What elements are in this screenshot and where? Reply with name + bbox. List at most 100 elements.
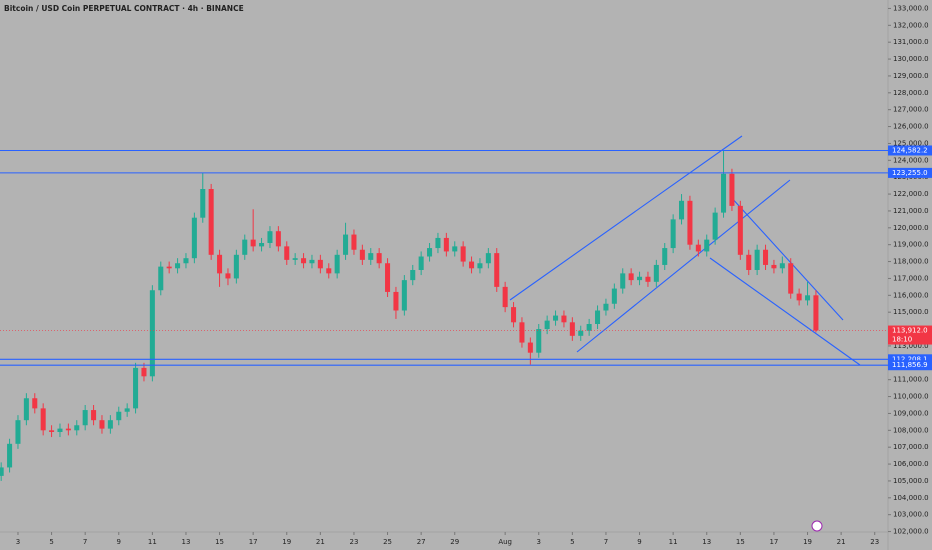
candle-body [628,273,634,281]
candle-body [721,173,727,213]
candle-body [662,248,668,265]
candle-body [611,288,617,304]
y-tick-label: 127,000.0 [893,106,929,114]
x-tick-label: 11 [148,538,157,546]
candle-body [242,239,248,255]
candle-body [754,249,760,270]
y-tick-label: 115,000.0 [893,308,929,316]
candle-body [15,420,21,444]
candle-body [133,367,139,409]
candle-body [359,249,365,260]
candle-body [124,408,130,412]
candle-body [553,315,559,321]
y-tick-label: 109,000.0 [893,409,929,417]
candle-body [334,254,340,274]
x-tick-label: 29 [450,538,459,546]
y-tick-label: 108,000.0 [893,426,929,434]
candle-body [175,263,181,269]
candle-body [40,408,46,431]
candle-body [746,254,752,270]
y-tick-label: 113,000.0 [893,342,929,350]
candle-body [443,237,449,252]
x-tick-label: 15 [215,538,224,546]
x-tick-label: 7 [83,538,87,546]
x-tick-label: 21 [837,538,846,546]
candle-body [578,330,584,336]
candle-body [250,239,256,247]
candle-body [343,234,349,255]
x-tick-label: 9 [637,538,641,546]
candle-body [737,205,743,255]
x-tick-label: 19 [282,538,291,546]
candle-body [65,428,71,431]
last-price-badge [888,325,932,345]
candle-body [57,428,63,432]
x-tick-label: 17 [769,538,778,546]
candle-body [805,295,811,301]
candle-body [410,270,416,281]
x-tick-label: 21 [316,538,325,546]
candle-body [376,253,382,264]
candle-body [259,243,265,247]
level-badge [888,354,932,365]
candle-body [292,258,298,260]
candle-body [788,263,794,294]
y-tick-label: 130,000.0 [893,55,929,63]
countdown: 18:10 [892,336,912,344]
candle-body [586,324,592,331]
x-tick-label: 17 [249,538,258,546]
y-tick-label: 120,000.0 [893,224,929,232]
level-label: 124,582.2 [892,146,928,154]
candle-body [284,246,290,260]
candle-body [225,273,231,279]
candle-body [233,254,239,279]
channel-lower [576,179,791,353]
y-tick-label: 117,000.0 [893,274,929,282]
chart-title: Bitcoin / USD Coin PERPETUAL CONTRACT · … [4,4,244,13]
level-badge [888,360,932,371]
candle-body [0,467,4,476]
candle-body [527,342,533,353]
candle-body [149,290,155,377]
y-tick-label: 131,000.0 [893,38,929,46]
candle-body [301,258,307,264]
x-tick-label: 15 [736,538,745,546]
x-tick-label: 11 [669,538,678,546]
candle-body [511,307,517,323]
candle-body [401,280,407,311]
y-tick-label: 111,000.0 [893,376,929,384]
candle-body [452,246,458,252]
candle-body [687,200,693,245]
x-tick-label: 13 [182,538,191,546]
y-tick-label: 122,000.0 [893,190,929,198]
candle-body [485,253,491,264]
candle-body [166,266,172,269]
x-tick-label: 25 [383,538,392,546]
x-tick-label: 3 [16,538,20,546]
y-tick-label: 118,000.0 [893,258,929,266]
candle-body [107,420,113,429]
event-icon[interactable] [811,520,823,532]
y-tick-label: 125,000.0 [893,139,929,147]
y-tick-label: 106,000.0 [893,460,929,468]
y-tick-label: 104,000.0 [893,494,929,502]
candle-body [779,263,785,269]
level-label: 111,856.9 [892,361,928,369]
y-tick-label: 132,000.0 [893,21,929,29]
y-tick-label: 133,000.0 [893,4,929,12]
x-tick-label: Aug [498,538,512,546]
candle-body [309,259,315,264]
candle-body [82,410,88,426]
level-label: 112,208.1 [892,355,928,363]
candle-body [368,253,374,260]
y-tick-label: 103,000.0 [893,511,929,519]
candle-body [7,443,13,468]
x-tick-label: 9 [117,538,121,546]
y-tick-label: 119,000.0 [893,241,929,249]
x-tick-label: 23 [349,538,358,546]
y-tick-label: 128,000.0 [893,89,929,97]
y-tick-label: 116,000.0 [893,291,929,299]
